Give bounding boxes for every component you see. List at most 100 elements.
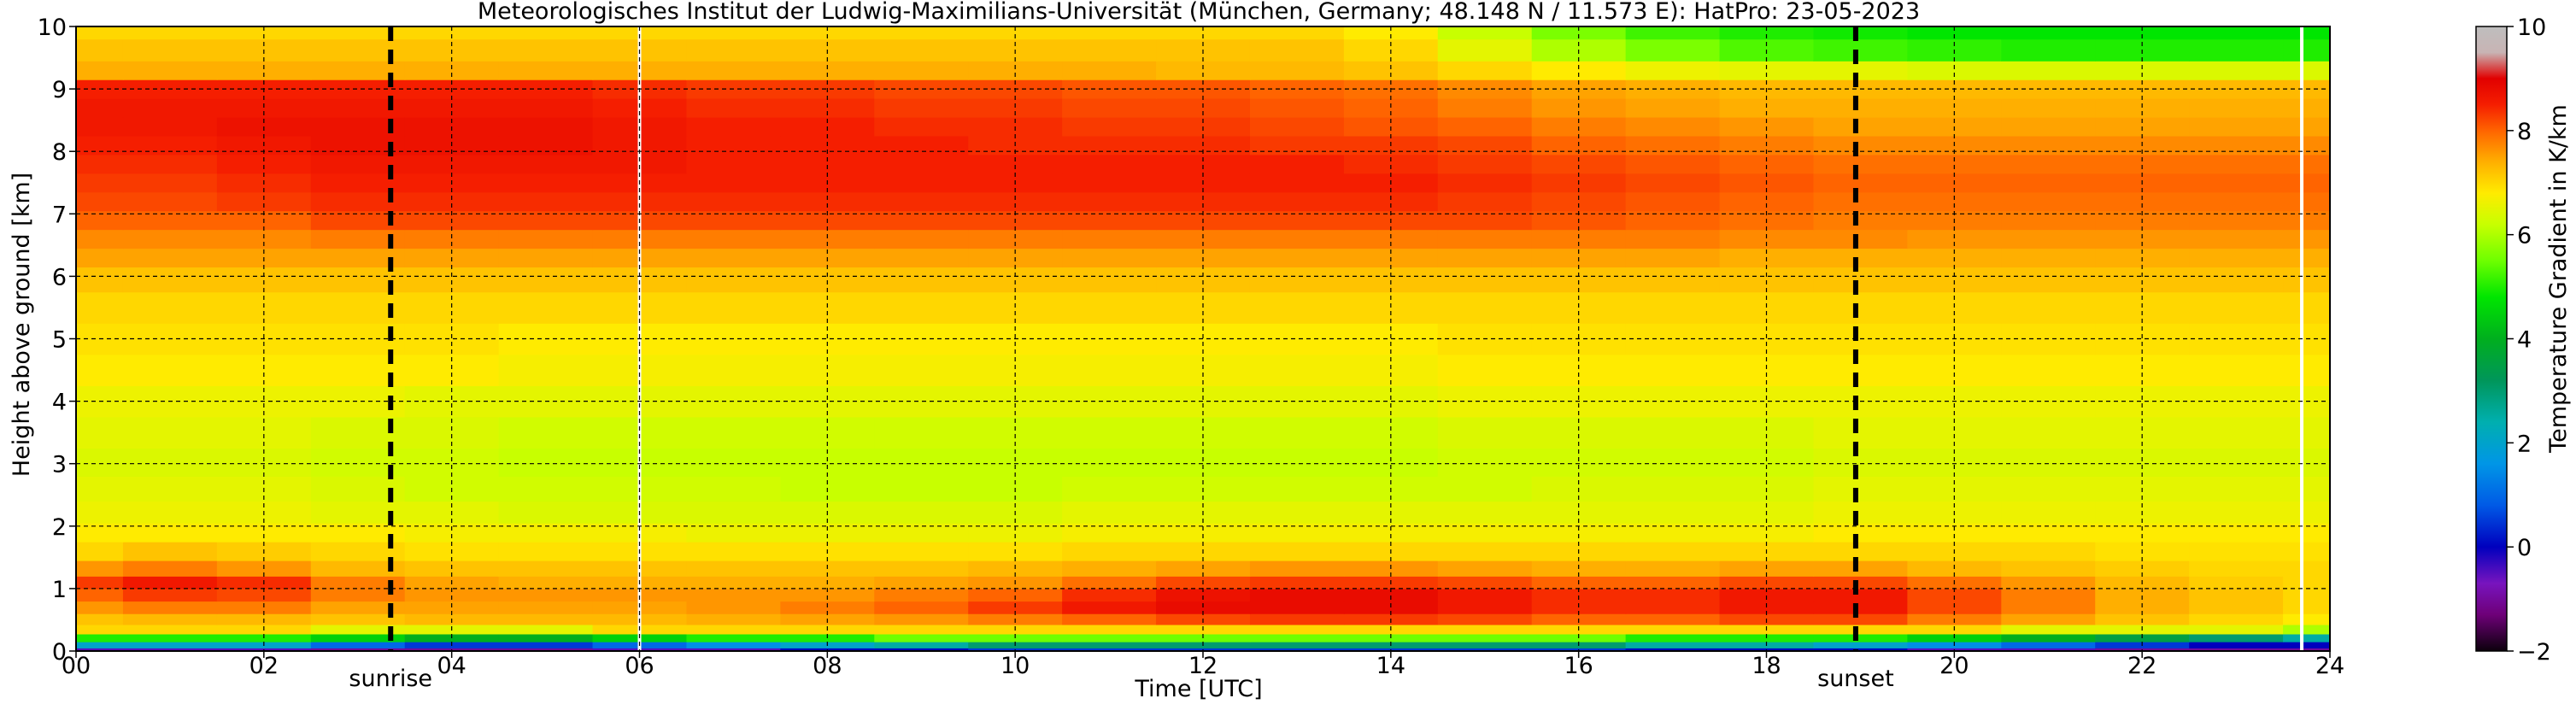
heatmap-cell [310,173,406,193]
heatmap-cell [874,173,969,193]
x-tick-label: 18 [1752,653,1781,679]
colorbar-label: Temperature Gradient in K/km [2545,104,2572,454]
heatmap-cell [686,476,781,502]
heatmap-cell [76,210,124,231]
heatmap-cell [2001,542,2096,561]
heatmap-cell [2001,61,2096,80]
heatmap-cell [1813,588,1908,602]
heatmap-cell [1062,354,1157,386]
heatmap-cell [1625,624,1721,635]
heatmap-cell [2189,576,2284,590]
heatmap-cell [2189,267,2284,293]
heatmap-cell [76,61,124,80]
heatmap-cell [1813,624,1908,635]
heatmap-cell [1062,248,1157,268]
heatmap-cell [1625,267,1721,293]
heatmap-cell [1625,98,1721,118]
heatmap-cell [2283,61,2330,80]
heatmap-cell [1719,26,1815,40]
heatmap-cell [498,354,594,386]
heatmap-cell [1625,642,1721,648]
heatmap-cell [122,26,218,40]
heatmap-cell [76,116,124,137]
heatmap-cell [2189,354,2284,386]
y-tick-label: 0 [52,639,67,666]
heatmap-cell [122,613,218,625]
heatmap-cell [310,79,406,99]
heatmap-cell [1343,229,1439,249]
x-tick-label: 10 [1000,653,1030,679]
heatmap-cell [2189,38,2284,62]
heatmap-cell [686,267,781,293]
heatmap-cell [2283,416,2330,449]
heatmap-cell [686,560,781,577]
heatmap-cell [122,501,218,524]
heatmap-cell [498,576,594,590]
heatmap-cell [1249,642,1345,648]
heatmap-cell [2001,624,2096,635]
heatmap-cell [310,560,406,577]
heatmap-cell [310,229,406,249]
heatmap-cell [1813,135,1908,155]
heatmap-cell [1156,154,1251,174]
heatmap-cell [1625,191,1721,212]
colorbar-tick-label: 4 [2517,327,2532,354]
heatmap-cell [874,476,969,502]
colorbar-tick-label: −2 [2517,639,2551,666]
heatmap-cell [780,229,875,249]
heatmap-cell [1343,154,1439,174]
heatmap-cell [780,61,875,80]
heatmap-cell [122,448,218,477]
heatmap-cell [1249,210,1345,231]
heatmap-cell [686,98,781,118]
heatmap-cell [76,191,124,212]
heatmap-cell [874,576,969,590]
heatmap-cell [2283,523,2330,543]
heatmap-cell [2189,116,2284,137]
heatmap-cell [1249,38,1345,62]
y-tick-label: 9 [52,77,67,103]
heatmap-cell [2001,98,2096,118]
heatmap-cell [1625,135,1721,155]
heatmap-cell [1437,576,1533,590]
heatmap-cell [76,642,124,648]
y-axis-label: Height above ground [km] [9,173,35,477]
heatmap-cell [1249,560,1345,577]
heatmap-cell [1625,248,1721,268]
heatmap-cell [76,588,124,602]
heatmap-cell [1813,38,1908,62]
y-tick-label: 7 [52,202,67,228]
heatmap-cell [1062,542,1157,561]
x-tick-label: 08 [813,653,842,679]
heatmap-cell [1719,98,1815,118]
heatmap-cell [1062,191,1157,212]
heatmap-cell [498,291,594,324]
heatmap-cell [1249,648,1345,651]
heatmap-cell [1343,98,1439,118]
heatmap-cell [498,613,594,625]
heatmap-cell [686,648,781,651]
heatmap-cell [1531,601,1627,614]
heatmap-cell [2001,354,2096,386]
heatmap-cell [1062,448,1157,477]
heatmap-cell [76,416,124,449]
heatmap-cell [2189,448,2284,477]
colorbar-scale [2475,26,2508,652]
heatmap-cell [686,416,781,449]
heatmap-cell [1249,26,1345,40]
heatmap-cell [1437,648,1533,651]
colorbar: −2 0 2 4 6 8 10 [2475,15,2551,666]
y-tick-label: 2 [52,514,67,541]
heatmap-cell [498,229,594,249]
heatmap-cell [1437,173,1533,193]
heatmap-cell [122,542,218,561]
x-tick-label: 12 [1188,653,1218,679]
x-tick-label: 20 [1939,653,1969,679]
heatmap-cell [1531,229,1627,249]
heatmap-cell [310,191,406,212]
heatmap-cell [2189,79,2284,99]
heatmap-cell [310,633,406,642]
heatmap-cell [1437,26,1533,40]
heatmap-cell [1062,624,1157,635]
